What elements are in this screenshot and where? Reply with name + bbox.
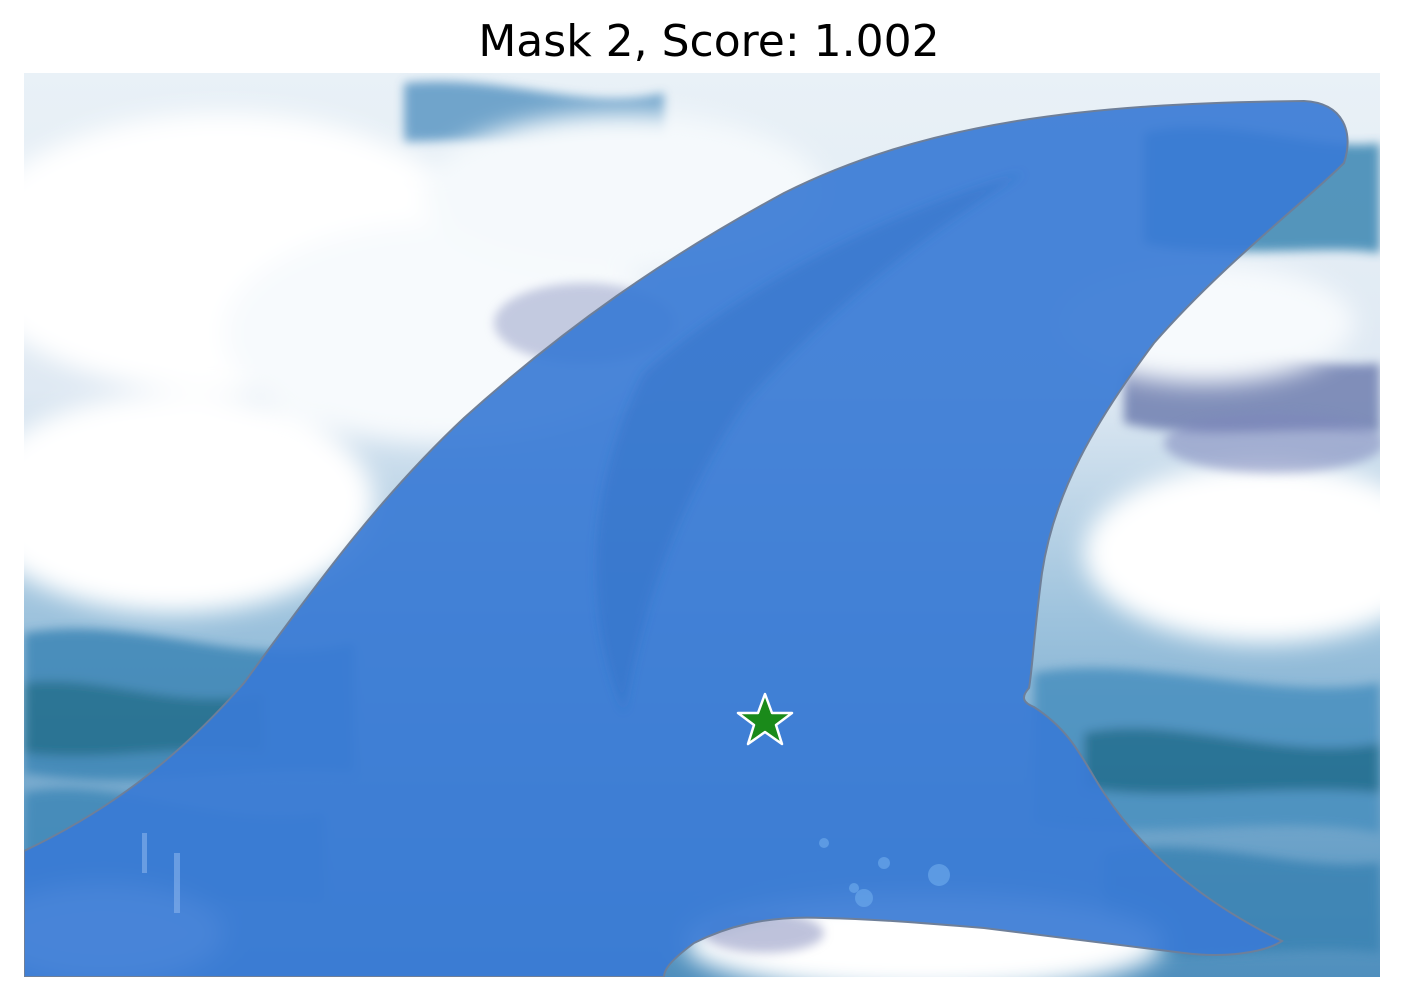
image-panel xyxy=(24,73,1380,977)
figure-title: Mask 2, Score: 1.002 xyxy=(478,16,940,67)
prompt-point-star-icon xyxy=(736,692,794,746)
segmentation-mask xyxy=(24,99,1349,977)
segmentation-image xyxy=(24,73,1380,977)
